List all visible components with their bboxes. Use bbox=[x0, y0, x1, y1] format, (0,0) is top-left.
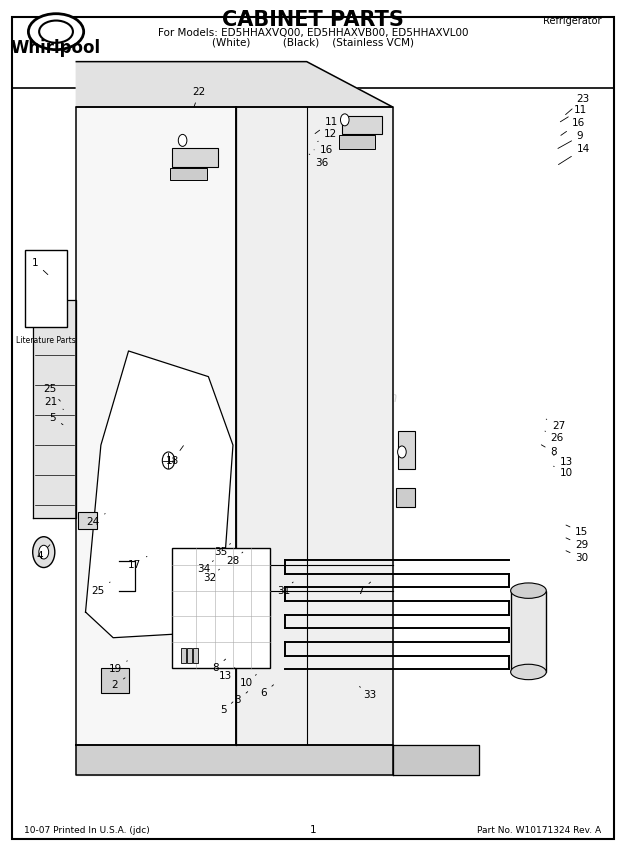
Text: 36: 36 bbox=[309, 154, 328, 168]
Bar bbox=[511, 591, 546, 672]
Text: Literature Parts: Literature Parts bbox=[16, 336, 76, 345]
Text: 7: 7 bbox=[358, 582, 371, 596]
Text: 33: 33 bbox=[360, 687, 376, 700]
Bar bbox=[25, 250, 67, 327]
Circle shape bbox=[340, 114, 349, 126]
Text: 26: 26 bbox=[545, 431, 564, 443]
Circle shape bbox=[397, 446, 406, 458]
Bar bbox=[170, 168, 207, 180]
Text: 11: 11 bbox=[560, 104, 587, 122]
Text: 31: 31 bbox=[277, 582, 293, 596]
Text: 17: 17 bbox=[128, 556, 147, 570]
Ellipse shape bbox=[39, 21, 73, 43]
Text: 8: 8 bbox=[541, 445, 557, 457]
Text: 18: 18 bbox=[166, 446, 184, 466]
Text: 28: 28 bbox=[226, 552, 243, 566]
Text: 13: 13 bbox=[554, 455, 572, 467]
Text: 23: 23 bbox=[565, 94, 590, 115]
Text: 34: 34 bbox=[197, 561, 213, 574]
Ellipse shape bbox=[511, 583, 546, 598]
Polygon shape bbox=[236, 107, 392, 745]
Text: 30: 30 bbox=[566, 550, 588, 563]
Text: 27: 27 bbox=[546, 419, 565, 431]
Text: 29: 29 bbox=[566, 538, 588, 550]
Text: 1: 1 bbox=[309, 825, 316, 835]
Text: 15: 15 bbox=[566, 525, 588, 538]
Text: 4: 4 bbox=[36, 544, 50, 562]
Text: 35: 35 bbox=[214, 544, 231, 557]
Bar bbox=[396, 488, 415, 507]
Text: 25: 25 bbox=[91, 582, 110, 596]
Text: 32: 32 bbox=[203, 569, 219, 583]
Circle shape bbox=[39, 545, 48, 559]
Text: 1: 1 bbox=[32, 258, 48, 275]
Text: 9: 9 bbox=[558, 131, 583, 148]
Circle shape bbox=[33, 537, 55, 568]
Bar bbox=[172, 148, 218, 167]
Polygon shape bbox=[76, 107, 236, 745]
Polygon shape bbox=[76, 745, 392, 775]
Bar bbox=[193, 648, 198, 663]
Text: 3: 3 bbox=[234, 692, 248, 705]
Bar bbox=[187, 648, 192, 663]
Text: 10: 10 bbox=[240, 675, 256, 688]
Text: CABINET PARTS: CABINET PARTS bbox=[222, 9, 404, 30]
Bar bbox=[397, 431, 415, 469]
Text: Refrigerator: Refrigerator bbox=[543, 15, 601, 26]
Text: 2: 2 bbox=[112, 678, 125, 690]
Ellipse shape bbox=[29, 14, 84, 50]
Text: 11: 11 bbox=[315, 116, 338, 134]
Polygon shape bbox=[392, 745, 479, 775]
Text: 6: 6 bbox=[260, 685, 273, 698]
Text: 19: 19 bbox=[108, 661, 127, 675]
Polygon shape bbox=[86, 351, 233, 638]
Bar bbox=[342, 116, 383, 134]
Polygon shape bbox=[33, 300, 76, 518]
Text: 10-07 Printed In U.S.A. (jdc): 10-07 Printed In U.S.A. (jdc) bbox=[24, 826, 150, 835]
Text: 5: 5 bbox=[220, 702, 233, 716]
Text: 14: 14 bbox=[559, 144, 590, 164]
Text: For Models: ED5HHAXVQ00, ED5HHAXVB00, ED5HHAXVL00: For Models: ED5HHAXVQ00, ED5HHAXVB00, ED… bbox=[157, 27, 468, 38]
Circle shape bbox=[179, 134, 187, 146]
Bar bbox=[172, 548, 270, 668]
Bar bbox=[78, 512, 97, 529]
Text: 8: 8 bbox=[213, 659, 226, 673]
Text: 25: 25 bbox=[43, 384, 60, 401]
Bar bbox=[101, 668, 128, 693]
Polygon shape bbox=[76, 62, 392, 107]
Text: eReplacementParts.com: eReplacementParts.com bbox=[228, 391, 397, 405]
Text: 24: 24 bbox=[86, 514, 105, 527]
Text: 5: 5 bbox=[50, 413, 63, 425]
Text: Part No. W10171324 Rev. A: Part No. W10171324 Rev. A bbox=[477, 826, 601, 835]
Text: Whirlpool: Whirlpool bbox=[11, 39, 101, 57]
Text: 10: 10 bbox=[554, 467, 572, 479]
Text: 16: 16 bbox=[561, 118, 585, 135]
Bar bbox=[181, 648, 185, 663]
Text: 22: 22 bbox=[193, 87, 206, 107]
Text: 12: 12 bbox=[317, 129, 337, 141]
Ellipse shape bbox=[511, 664, 546, 680]
Text: 16: 16 bbox=[314, 145, 333, 155]
Text: 13: 13 bbox=[218, 668, 235, 681]
Bar bbox=[339, 135, 376, 149]
Text: 21: 21 bbox=[45, 397, 63, 409]
Circle shape bbox=[162, 452, 175, 469]
Text: (White)          (Black)    (Stainless VCM): (White) (Black) (Stainless VCM) bbox=[212, 38, 414, 48]
